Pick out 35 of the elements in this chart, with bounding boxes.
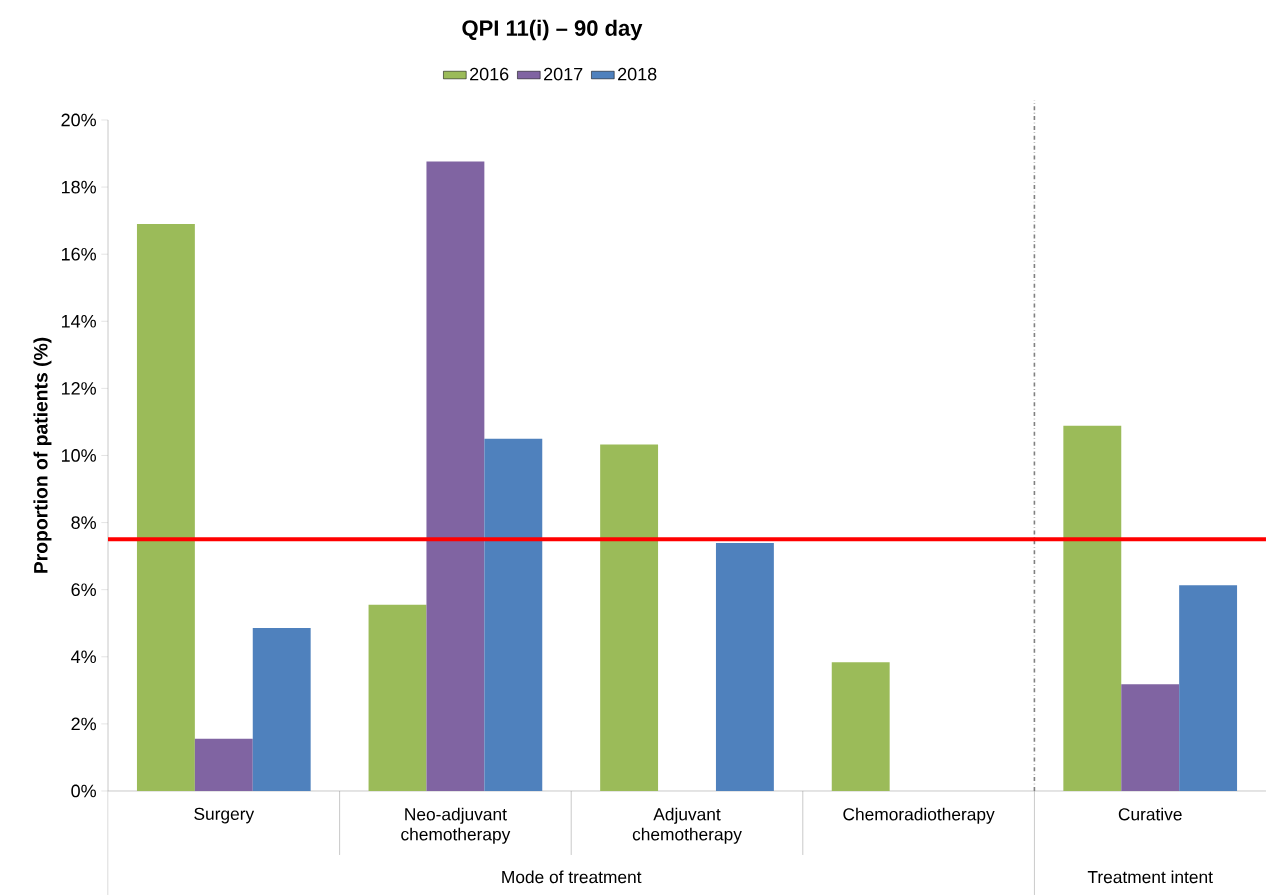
bar [136,224,195,791]
bar [831,662,890,791]
x-tick-label: Neo-adjuvant chemotherapy [401,807,511,844]
y-tick-label: 12% [61,382,96,395]
y-tick-label: 14% [61,315,96,328]
x-tick-label: Adjuvant chemotherapy [632,807,742,844]
bar [252,627,311,791]
bar [1063,425,1122,791]
bar [368,604,427,791]
y-tick-label: 4% [71,650,96,664]
text: Treatment intent [1087,870,1213,884]
bar [1179,585,1238,791]
chart-title: QPI 11(i) – 90 day [462,19,643,41]
y-tick-label: 0% [71,784,96,798]
bar [194,738,253,791]
y-tick-label: 20% [61,113,96,127]
y-tick-label: 16% [61,247,96,261]
bar [600,444,659,791]
y-tick-label: 8% [71,516,96,529]
y-tick-label: 18% [61,180,96,194]
bar [715,543,774,791]
x-tick-label: Curative [1118,807,1182,821]
legend-label: 2017 [544,67,583,81]
bar [484,438,543,791]
x-tick-label: Chemoradiotherapy [843,807,995,824]
bar [1121,684,1180,791]
y-tick-label: 2% [71,717,96,731]
legend-label: 2018 [618,67,657,81]
text: Mode of treatment [502,870,642,884]
x-tick-label: Surgery [194,807,255,824]
y-tick-label: 6% [71,583,96,597]
y-tick-label: 10% [61,449,96,462]
bar [426,161,485,791]
legend-label: 2016 [470,67,509,81]
y-axis-title: Proportion of patients (%) [33,337,52,573]
